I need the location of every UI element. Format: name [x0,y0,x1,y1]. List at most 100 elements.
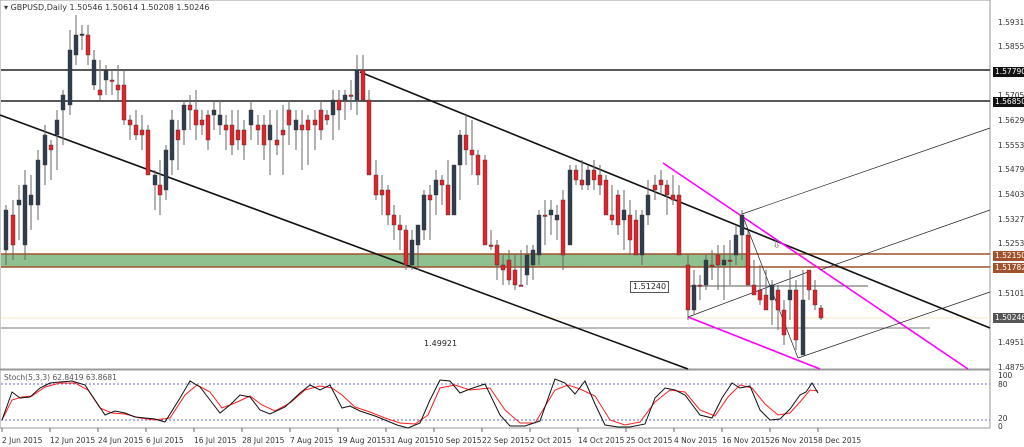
candle [591,169,597,181]
candle [739,214,745,236]
fork-line-upper [741,127,991,215]
candle [500,264,506,271]
symbol-label: GBPUSD,Daily [10,3,67,12]
candle [22,184,28,246]
candle [248,109,254,126]
candle [633,219,639,256]
candle [391,214,397,226]
date-tick: 14 Oct 2015 [578,436,625,445]
stoch-main-line [1,378,819,429]
price-tick-1.52150: 1.52150 [993,250,1024,261]
collapse-triangle-icon[interactable]: ▾ [4,3,9,12]
candle [658,179,664,186]
candle [10,214,16,246]
fork-line-a [687,271,809,318]
price-tick-1.56290: 1.56290 [998,116,1024,126]
candle [585,169,591,186]
candle [261,124,267,146]
date-tick: 7 Aug 2015 [290,436,334,445]
candle [91,59,97,86]
candle [16,199,22,206]
candle [223,124,229,131]
candle [475,154,481,176]
candle [42,134,48,166]
date-tick: 12 Jun 2015 [50,436,96,445]
price-tick-1.58550: 1.58550 [998,42,1024,52]
candle [267,124,273,141]
fork-line-mid [819,209,991,271]
candle [715,254,721,266]
candle [676,194,682,256]
main-pane [0,0,991,370]
candle [415,224,421,246]
price-tick-1.53270: 1.53270 [998,214,1024,224]
candle [703,259,709,286]
candle [54,119,60,136]
candle [342,94,348,101]
candle [530,249,536,266]
candle [121,84,127,121]
candle [157,184,163,196]
candle [488,244,494,247]
candle [336,99,342,111]
candle [621,209,627,221]
candle [518,284,524,287]
date-tick: 4 Nov 2015 [674,436,718,445]
candle [199,119,205,126]
candle [354,69,360,101]
date-tick: 10 Sep 2015 [434,436,482,445]
ohlc-values: 1.50546 1.50614 1.50208 1.50246 [69,3,210,12]
candle [205,114,211,141]
date-tick: 26 Nov 2015 [770,436,819,445]
candle [781,309,787,336]
candle [579,179,585,186]
x-axis [1,428,819,432]
price-tick-1.49510: 1.49510 [998,337,1024,347]
candle [299,124,305,131]
candle [560,199,566,256]
candle [312,119,318,126]
candle [421,194,427,231]
candle [28,194,34,206]
candle [615,194,621,226]
candle [567,169,573,246]
candle [494,244,500,266]
candle [181,104,187,131]
price-tick-1.51782: 1.51782 [993,262,1024,273]
down-arrow-icon: ⇩ [772,238,781,251]
candle [800,299,806,356]
price-tick-1.57790: 1.57790 [993,66,1024,77]
candle [769,284,775,301]
date-tick: 6 Jul 2015 [146,436,184,445]
candle [751,284,757,296]
candle [145,129,151,176]
candle [812,289,818,306]
price-tick-1.52530: 1.52530 [998,239,1024,248]
candle [115,84,121,91]
candle [806,269,812,291]
level-label-1-49921: 1.49921 [424,339,458,348]
price-tick-1.54030: 1.54030 [998,190,1024,199]
candle [152,174,158,186]
candle [241,129,247,146]
candle [775,289,781,311]
candle [163,149,169,191]
candle [536,214,542,256]
candle [235,129,241,141]
candle [280,129,286,136]
candle [255,124,261,131]
candle [318,109,324,131]
candle [169,119,175,161]
candle [193,109,199,126]
candle [330,99,336,116]
candle [697,284,703,287]
wedge-lower-line [687,316,821,370]
candle [763,294,769,311]
candle [35,159,41,206]
candle [103,69,109,81]
candle [348,94,354,97]
price-tick-1.48750: 1.48750 [998,362,1024,372]
candle [664,184,670,196]
candle [745,234,751,286]
